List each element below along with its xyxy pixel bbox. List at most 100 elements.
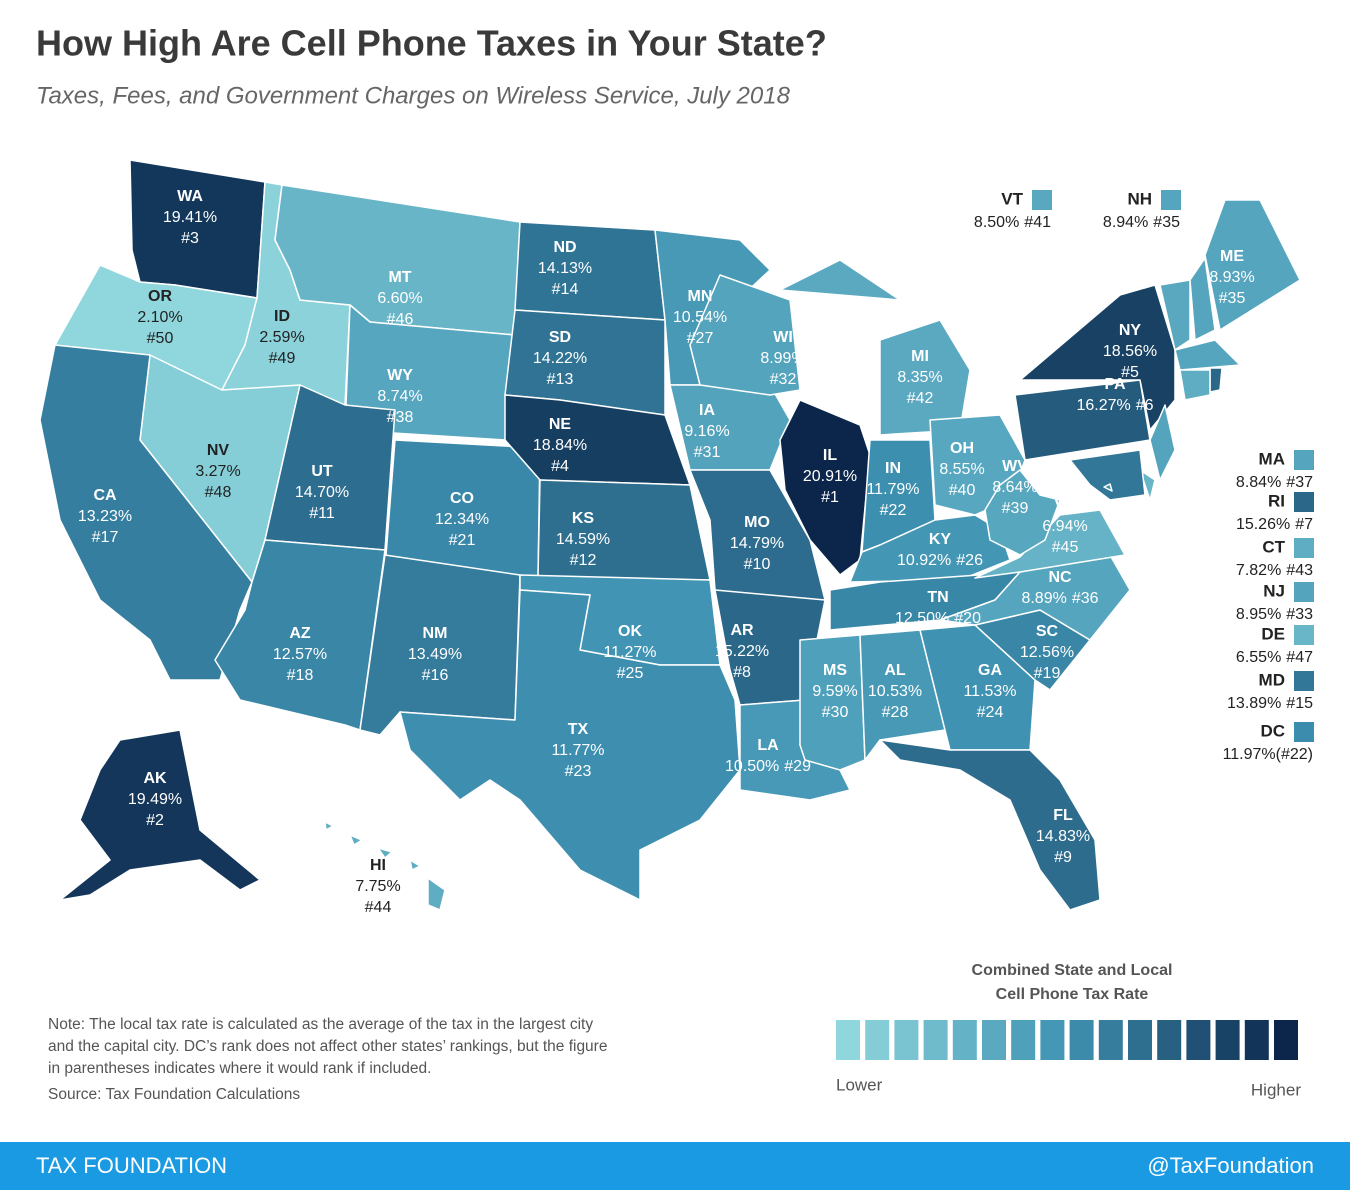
legend-title: Combined State and Local — [972, 962, 1173, 979]
legend-swatch — [1098, 1020, 1123, 1060]
rate: 11.97% — [1223, 746, 1276, 763]
state-value: 7.82% #43 — [1236, 562, 1313, 579]
rank: #33 — [1286, 606, 1313, 623]
state-value: 8.64% — [992, 479, 1037, 496]
state-rank: #49 — [269, 350, 296, 367]
state-abbr: FL — [1053, 807, 1073, 824]
state-value: 6.55% #47 — [1236, 649, 1313, 666]
state — [1014, 379, 1151, 461]
state-value: 13.49% — [408, 646, 462, 663]
state-rank: #2 — [146, 812, 164, 829]
state-abbr: CT — [1262, 537, 1285, 556]
state-abbr: CO — [450, 490, 474, 507]
legend-swatch — [894, 1020, 919, 1060]
state — [1179, 369, 1211, 401]
rate: 7.82% — [1236, 562, 1281, 579]
legend-swatch — [1244, 1020, 1269, 1060]
state-rank: #23 — [565, 763, 592, 780]
swatch — [1161, 190, 1181, 210]
state-abbr: RI — [1268, 491, 1285, 510]
state-rank: #30 — [822, 704, 849, 721]
state-value: 11.27% — [603, 644, 656, 661]
state — [1204, 199, 1301, 331]
state — [359, 554, 521, 736]
rank: #6 — [1136, 397, 1154, 414]
state-abbr: NV — [207, 442, 230, 459]
state-value: 14.79% — [730, 535, 784, 552]
swatch — [1294, 722, 1314, 742]
state-abbr: DE — [1261, 624, 1285, 643]
state-value: 14.13% — [538, 260, 592, 277]
state-value: 13.23% — [78, 508, 132, 525]
state-value: 10.92% #26 — [897, 552, 983, 569]
state-rank: #25 — [617, 665, 644, 682]
state — [1019, 284, 1176, 431]
state-abbr: KS — [572, 510, 595, 527]
state-rank: #38 — [387, 409, 414, 426]
state-value: 12.34% — [435, 511, 489, 528]
rate: 12.50% — [895, 610, 949, 627]
state-value: 8.95% #33 — [1236, 606, 1313, 623]
state-abbr: GA — [978, 662, 1002, 679]
state — [39, 344, 253, 681]
state-abbr: UT — [311, 463, 333, 480]
footer-brand: TAX FOUNDATION — [36, 1153, 227, 1178]
legend-swatch — [1274, 1020, 1298, 1060]
state-rank: #28 — [882, 704, 909, 721]
rate: 8.50% — [974, 214, 1019, 231]
rate: 15.26% — [1236, 516, 1290, 533]
state-rank: #4 — [551, 458, 569, 475]
state — [859, 629, 946, 761]
state-abbr: AL — [884, 662, 906, 679]
rank: #26 — [956, 552, 983, 569]
state-rank: #46 — [387, 311, 414, 328]
state-abbr: NE — [549, 416, 572, 433]
state-value: 6.94% — [1042, 518, 1087, 535]
state-rank: #22 — [880, 502, 907, 519]
swatch — [1294, 625, 1314, 645]
state-rank: #18 — [287, 667, 314, 684]
legend-high: Higher — [1251, 1080, 1301, 1099]
note: in parentheses indicates where it would … — [48, 1060, 431, 1077]
state-value: 19.49% — [128, 791, 182, 808]
state-value: 10.54% — [673, 309, 727, 326]
state-rank: #35 — [1219, 290, 1246, 307]
state-rank: #32 — [770, 371, 797, 388]
state-abbr: ND — [553, 239, 576, 256]
state-value: 14.22% — [533, 350, 587, 367]
state-value: 8.55% — [939, 461, 984, 478]
state-abbr: AZ — [289, 625, 311, 642]
state-value: 9.59% — [812, 683, 857, 700]
rank: #35 — [1153, 214, 1180, 231]
legend-title: Cell Phone Tax Rate — [996, 986, 1149, 1003]
state-abbr: NY — [1119, 322, 1142, 339]
state-value: 13.89% #15 — [1227, 695, 1313, 712]
state-abbr: NH — [1127, 189, 1152, 208]
state-abbr: SC — [1036, 623, 1059, 640]
legend-swatch — [1011, 1020, 1036, 1060]
rank: #47 — [1286, 649, 1313, 666]
state — [1189, 257, 1216, 341]
state-abbr: AR — [730, 622, 754, 639]
rate: 6.55% — [1236, 649, 1281, 666]
state-value: 2.59% — [259, 329, 304, 346]
state-value: 8.94% #35 — [1103, 214, 1180, 231]
state-value: 8.99% — [760, 350, 805, 367]
state — [537, 479, 711, 581]
swatch — [1294, 671, 1314, 691]
state-rank: #45 — [1052, 539, 1079, 556]
title: How High Are Cell Phone Taxes in Your St… — [36, 23, 827, 64]
state-value: 9.16% — [684, 423, 729, 440]
state-abbr: MS — [823, 662, 847, 679]
state-value: 10.53% — [868, 683, 922, 700]
state-abbr: HI — [370, 857, 386, 874]
state-abbr: WI — [773, 329, 793, 346]
subtitle: Taxes, Fees, and Government Charges on W… — [36, 82, 791, 109]
state-abbr: WV — [1002, 458, 1028, 475]
state — [384, 439, 541, 579]
state-value: 7.75% — [355, 878, 400, 895]
state-value: 11.79% — [866, 481, 919, 498]
state-rank: #3 — [181, 230, 199, 247]
state-value: 12.56% — [1020, 644, 1074, 661]
